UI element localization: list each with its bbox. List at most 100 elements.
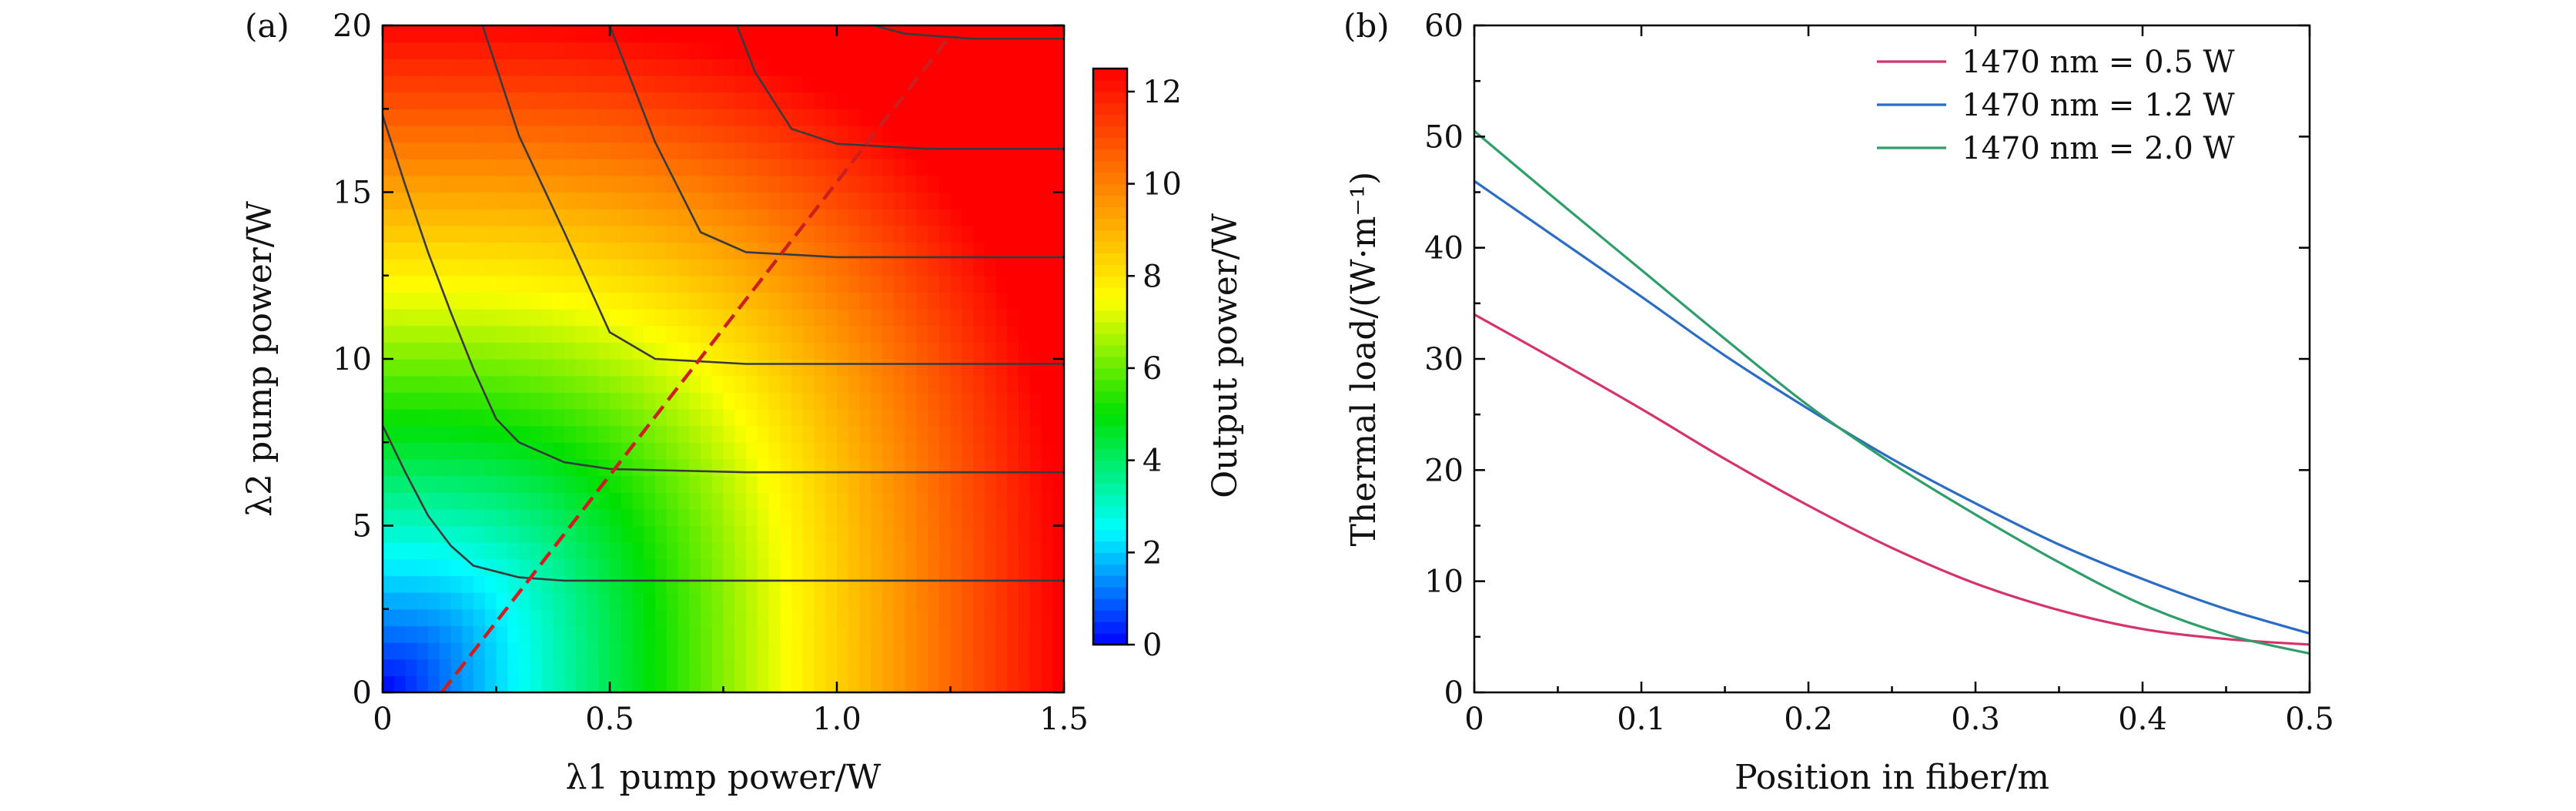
heatmap-cell — [928, 475, 940, 493]
heatmap-cell — [893, 192, 906, 209]
heatmap-cell — [587, 175, 599, 193]
heatmap-cell — [439, 475, 452, 493]
heatmap-cell — [768, 442, 781, 460]
heatmap-cell — [1019, 625, 1031, 643]
heatmap-cell — [962, 642, 974, 660]
heatmap-cell — [973, 458, 985, 477]
heatmap-cell — [1019, 192, 1031, 209]
heatmap-cell — [507, 475, 520, 493]
heatmap-cell — [893, 359, 906, 377]
heatmap-cell — [666, 659, 679, 676]
heatmap-cell — [859, 458, 871, 477]
heatmap-cell — [1052, 375, 1064, 393]
heatmap-cell — [1052, 592, 1064, 610]
heatmap-cell — [837, 608, 849, 626]
panel-a-x-axis-label: λ1 pump power/W — [566, 758, 882, 797]
heatmap-cell — [530, 458, 543, 477]
heatmap-cell — [814, 342, 826, 360]
heatmap-cell — [484, 159, 497, 176]
heatmap-cell — [473, 142, 486, 159]
heatmap-cell — [950, 175, 962, 193]
heatmap-cell — [928, 492, 940, 510]
heatmap-cell — [711, 642, 724, 660]
heatmap-cell — [791, 508, 804, 527]
heatmap-cell — [530, 325, 543, 343]
heatmap-cell — [621, 125, 634, 143]
colorbar-tick-label: 12 — [1142, 75, 1182, 110]
heatmap-cell — [882, 642, 895, 660]
heatmap-cell — [938, 508, 952, 527]
heatmap-cell — [655, 309, 667, 327]
heatmap-cell — [791, 425, 804, 443]
heatmap-cell — [575, 442, 588, 460]
heatmap-cell — [564, 659, 577, 676]
heatmap-cell — [473, 458, 486, 477]
heatmap-cell — [553, 475, 565, 493]
heatmap-cell — [496, 242, 508, 260]
heatmap-cell — [938, 525, 952, 543]
heatmap-cell — [666, 359, 679, 377]
heatmap-cell — [757, 359, 770, 377]
heatmap-cell — [893, 492, 906, 510]
heatmap-cell — [564, 59, 577, 76]
heatmap-cell — [1019, 592, 1031, 610]
heatmap-cell — [882, 209, 895, 226]
heatmap-cell — [768, 575, 781, 593]
heatmap-cell — [393, 525, 406, 543]
heatmap-cell — [905, 342, 917, 360]
heatmap-cell — [393, 342, 406, 360]
contour-line-12 — [872, 25, 1064, 40]
heatmap-cell — [417, 175, 429, 193]
heatmap-cell — [496, 192, 508, 209]
heatmap-cell — [1041, 359, 1053, 377]
heatmap-cell — [507, 25, 520, 43]
heatmap-cell — [1007, 342, 1019, 360]
heatmap-cell — [837, 675, 849, 692]
heatmap-cell — [882, 408, 895, 427]
heatmap-cell — [814, 525, 826, 543]
heatmap-cell — [837, 125, 849, 143]
heatmap-cell — [666, 458, 679, 477]
heatmap-cell — [655, 242, 667, 260]
heatmap-cell — [825, 59, 838, 76]
heatmap-cell — [677, 508, 690, 527]
heatmap-cell — [746, 408, 758, 427]
heatmap-cell — [938, 575, 952, 593]
heatmap-cell — [1007, 425, 1019, 443]
heatmap-cell — [484, 508, 497, 527]
heatmap-cell — [871, 575, 883, 593]
heatmap-cell — [417, 142, 429, 159]
heatmap-cell — [530, 125, 543, 143]
heatmap-cell — [825, 558, 838, 577]
heatmap-cell — [598, 642, 611, 660]
heatmap-cell — [644, 392, 656, 410]
heatmap-cell — [757, 59, 770, 76]
heatmap-cell — [1052, 292, 1064, 310]
heatmap-cell — [405, 508, 417, 527]
heatmap-cell — [973, 42, 985, 59]
heatmap-cell — [530, 659, 543, 676]
heatmap-cell — [791, 375, 804, 393]
colorbar-band — [1093, 518, 1127, 530]
heatmap-cell — [1052, 475, 1064, 493]
heatmap-cell — [768, 408, 781, 427]
heatmap-cell — [655, 475, 667, 493]
heatmap-cell — [791, 442, 804, 460]
heatmap-cell — [507, 642, 520, 660]
contour-lines — [383, 25, 1064, 582]
heatmap-cell — [1029, 209, 1042, 226]
heatmap-cell — [587, 659, 599, 676]
heatmap-cell — [621, 625, 634, 643]
heatmap-cell — [417, 542, 429, 560]
heatmap-cell — [405, 542, 417, 560]
heatmap-cell — [814, 408, 826, 427]
heatmap-cell — [541, 242, 554, 260]
heatmap-cell — [746, 25, 758, 43]
heatmap-cell — [439, 309, 452, 327]
heatmap-cell — [757, 25, 770, 43]
heatmap-cell — [610, 159, 622, 176]
heatmap-cell — [882, 225, 895, 243]
heatmap-cell — [417, 558, 429, 577]
heatmap-cell — [928, 642, 940, 660]
heatmap-cell — [507, 142, 520, 159]
